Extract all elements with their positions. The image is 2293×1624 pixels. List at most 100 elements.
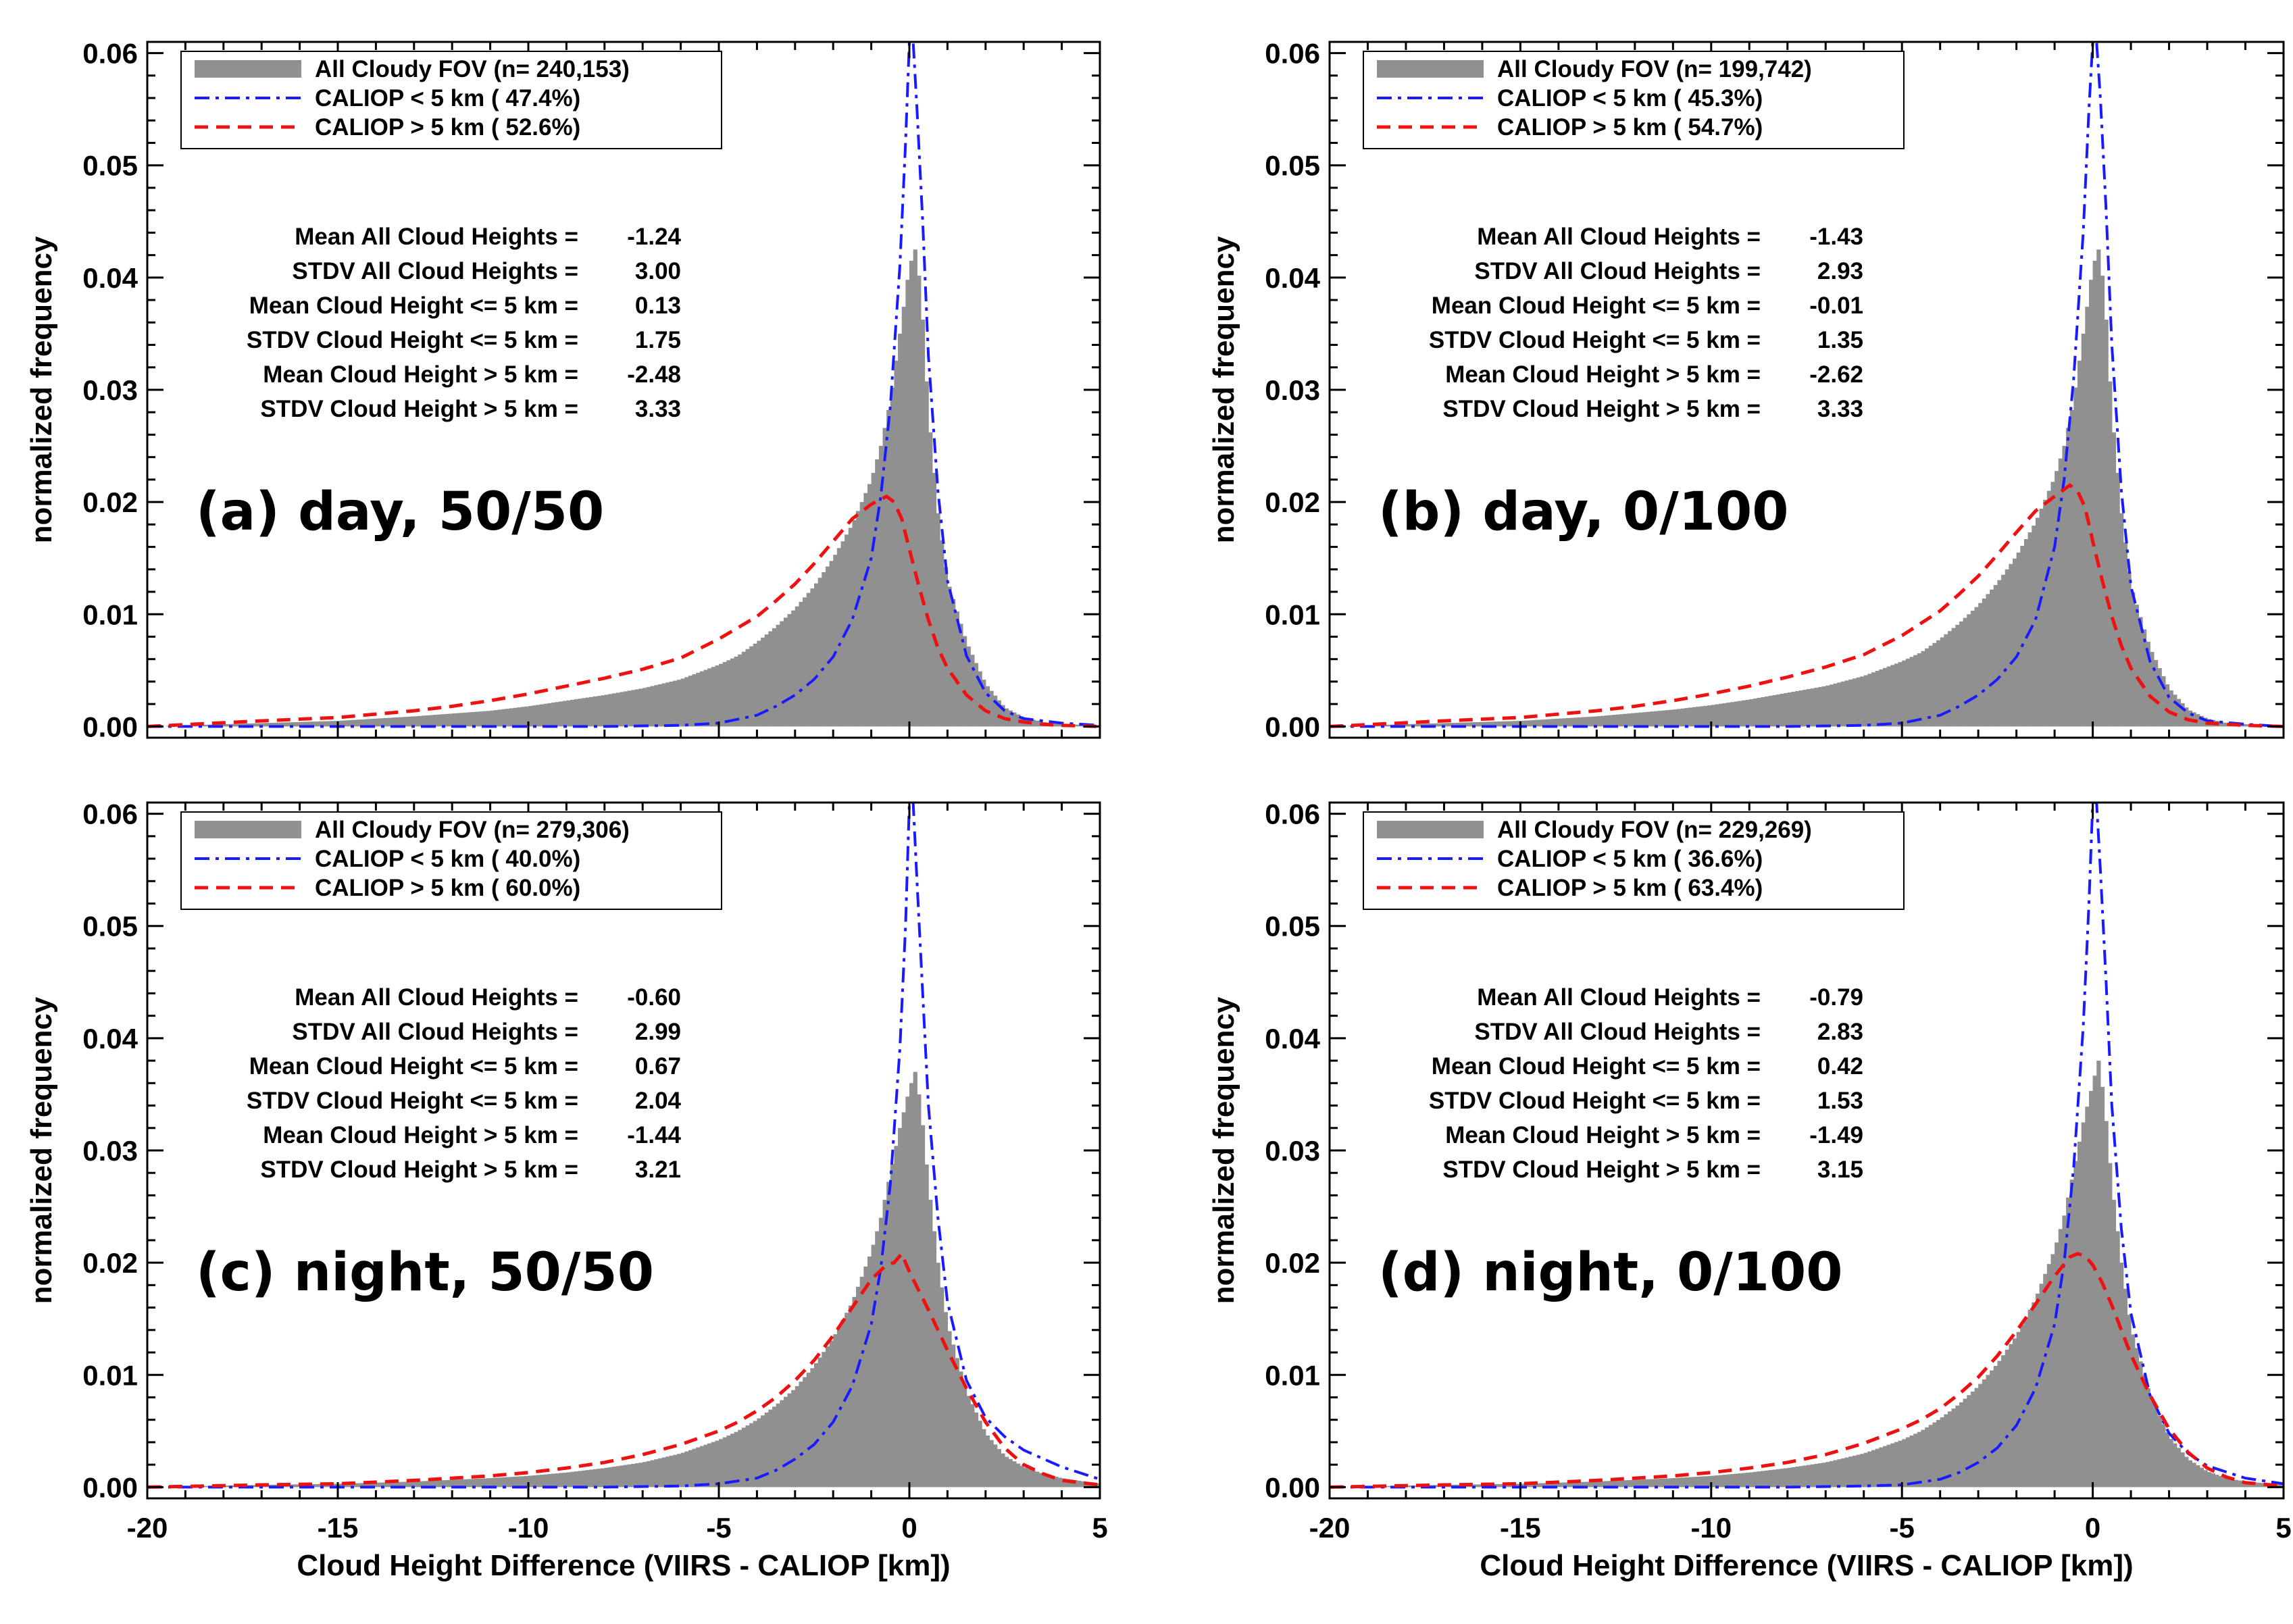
histogram-bar: [223, 724, 228, 727]
histogram-bar: [615, 692, 620, 727]
histogram-bar: [2115, 1231, 2120, 1488]
histogram-bar: [1807, 1465, 1811, 1488]
histogram-bar: [1848, 679, 1853, 727]
histogram-bar: [608, 1467, 613, 1488]
histogram-bar: [1993, 1365, 1998, 1488]
histogram-bar: [1875, 671, 1880, 727]
histogram-bar: [638, 688, 643, 727]
histogram-bar: [2142, 629, 2147, 727]
histogram-bar: [1555, 1482, 1559, 1488]
histogram-bar: [1944, 634, 1948, 727]
histogram-bar: [738, 1429, 742, 1488]
histogram-bar: [1578, 717, 1582, 727]
histogram-bar: [780, 621, 784, 727]
histogram-bar: [1509, 721, 1513, 727]
histogram-bar: [711, 1442, 715, 1488]
histogram-bar: [928, 1200, 933, 1488]
histogram-bar: [303, 721, 308, 727]
histogram-bar: [1711, 705, 1716, 727]
y-tick-label: 0.03: [82, 374, 138, 406]
histogram-bar: [2161, 1424, 2166, 1488]
legend-name: CALIOP < 5 km: [315, 846, 484, 872]
histogram-bar: [1601, 715, 1605, 727]
series-line-caliop-gt5km: [1330, 483, 2284, 728]
stat-value: 1.75: [635, 327, 681, 353]
histogram-bar: [806, 1372, 811, 1488]
histogram-bar: [250, 723, 255, 727]
histogram-bar: [993, 695, 998, 727]
histogram-bar: [2165, 1432, 2170, 1488]
histogram-bar: [962, 1385, 967, 1488]
histogram-bar: [1654, 1479, 1659, 1488]
histogram-bar: [1852, 1455, 1857, 1488]
histogram-bar: [1035, 720, 1040, 727]
histogram-bar: [1757, 1471, 1761, 1488]
stat-label: Mean Cloud Height <= 5 km =: [1432, 293, 1761, 319]
histogram-bar: [2088, 280, 2094, 727]
histogram-bar: [1970, 610, 1975, 727]
histogram-bar: [2138, 1361, 2143, 1488]
histogram-bar: [1589, 1481, 1594, 1488]
histogram-bar: [475, 1478, 480, 1488]
histogram-bar: [1061, 1478, 1066, 1488]
histogram-bar: [376, 1482, 380, 1488]
histogram-bar: [543, 1474, 548, 1488]
histogram-bar: [1734, 1473, 1738, 1488]
histogram-bar: [1684, 1477, 1689, 1488]
panel-a: 0.00 0.01 0.02 0.03 0.04 0.05 0.06 normalized f…: [25, 38, 1101, 742]
x-axis-label: Cloud Height Difference (VIIRS - CALIOP …: [297, 1549, 950, 1582]
histogram-bar: [2123, 1288, 2128, 1488]
histogram-bar: [2111, 1200, 2117, 1488]
histogram-bar: [1619, 1480, 1624, 1488]
histogram-bar: [795, 606, 800, 727]
histogram-bar: [2146, 641, 2150, 727]
histogram-bar: [768, 1409, 773, 1488]
histogram-bar: [2023, 538, 2029, 727]
histogram-bar: [825, 566, 830, 727]
histogram-bar: [1913, 1433, 1918, 1488]
histogram-bar: [1803, 690, 1807, 727]
histogram-bar: [2069, 1179, 2074, 1488]
histogram-bar: [1787, 1467, 1792, 1488]
histogram-bar: [688, 1450, 693, 1488]
legend-name: CALIOP > 5 km: [1497, 114, 1667, 141]
legend-name: CALIOP < 5 km: [315, 85, 484, 111]
x-tick-label: 0: [2085, 1512, 2100, 1544]
histogram-bar: [1749, 1472, 1754, 1488]
histogram-bar: [422, 1481, 426, 1488]
histogram-bar: [200, 724, 205, 727]
histogram-bar: [562, 701, 567, 727]
histogram-bar: [2001, 1355, 2006, 1488]
y-tick-label: 0.02: [1265, 1247, 1320, 1279]
histogram-bar: [1501, 721, 1506, 727]
stats-block: Mean All Cloud Heights = -1.24 STDV All Cl…: [247, 224, 682, 422]
histogram-bar: [810, 1368, 815, 1488]
histogram-bar: [2119, 513, 2124, 727]
histogram-bar: [478, 1478, 483, 1488]
histogram-bar: [349, 719, 354, 727]
histogram-bar: [1703, 1476, 1708, 1488]
histogram-bar: [517, 707, 522, 727]
histogram-bar: [1001, 1453, 1005, 1488]
histogram-bar: [1650, 711, 1655, 727]
histogram-bar: [1405, 1486, 1411, 1488]
histogram-bar: [624, 1465, 628, 1488]
histogram-bar: [833, 1334, 838, 1488]
histogram-bar: [1997, 1361, 2002, 1488]
histogram-bar: [791, 610, 796, 727]
histogram-bar: [1886, 666, 1891, 727]
histogram-bar: [859, 1276, 864, 1488]
histogram-bar: [673, 680, 678, 727]
histogram-bar: [1581, 717, 1586, 727]
x-tick-label: -20: [127, 1512, 168, 1544]
histogram-bar: [2043, 499, 2048, 727]
histogram-bar: [1959, 1402, 1964, 1488]
histogram-bar: [2153, 660, 2159, 727]
histogram-bar: [2050, 482, 2055, 727]
histogram-bar: [2119, 1263, 2124, 1488]
histogram-bar: [2066, 428, 2071, 727]
histogram-bar: [360, 719, 366, 727]
histogram-bar: [390, 717, 396, 727]
histogram-bar: [2226, 1478, 2231, 1488]
histogram-bar: [410, 1481, 415, 1488]
